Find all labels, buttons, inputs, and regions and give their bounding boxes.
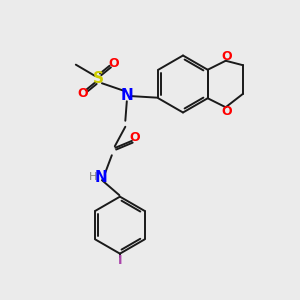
Text: O: O	[77, 87, 88, 100]
Text: N: N	[120, 88, 133, 103]
Text: N: N	[95, 170, 108, 185]
Text: S: S	[93, 71, 104, 86]
Text: O: O	[222, 50, 232, 63]
Text: O: O	[109, 57, 119, 70]
Text: I: I	[118, 254, 122, 267]
Text: H: H	[89, 172, 98, 182]
Text: O: O	[130, 131, 140, 144]
Text: O: O	[222, 105, 232, 118]
